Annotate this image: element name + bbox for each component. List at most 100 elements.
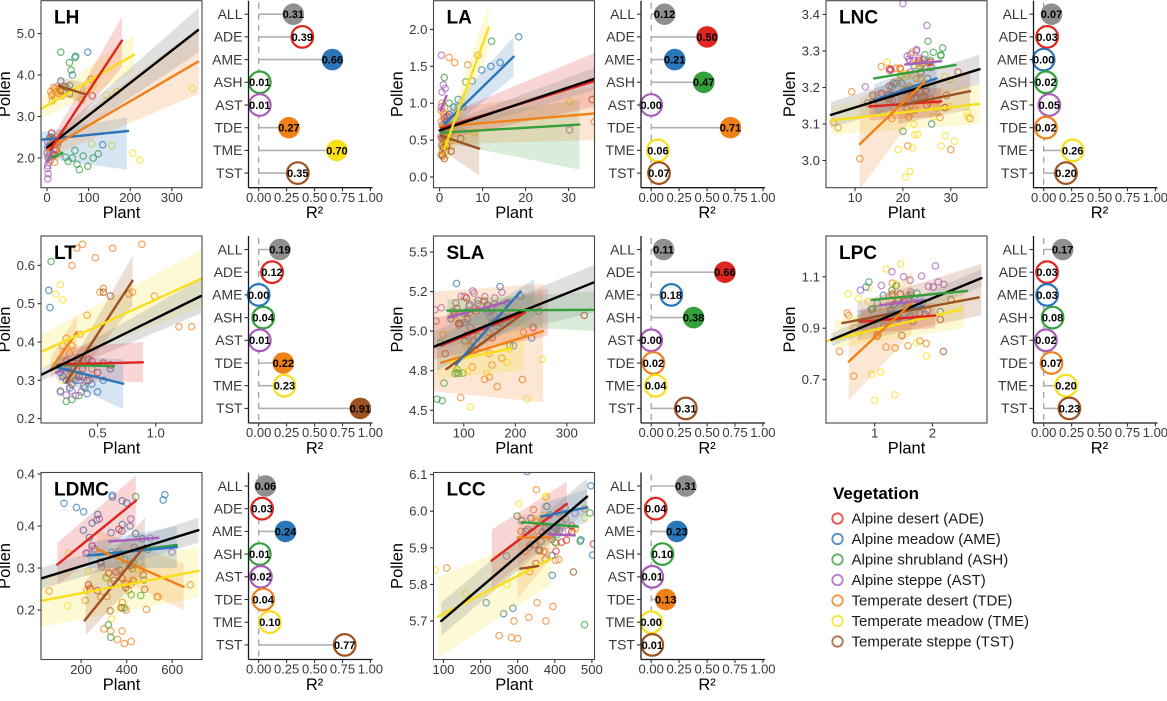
svg-text:300: 300: [161, 190, 183, 205]
svg-text:Pollen: Pollen: [0, 307, 14, 353]
svg-text:Temperate meadow (TME): Temperate meadow (TME): [852, 613, 1030, 630]
svg-text:TME: TME: [998, 378, 1028, 394]
svg-text:0.03: 0.03: [1036, 290, 1057, 302]
svg-text:5.0: 5.0: [17, 26, 35, 41]
svg-text:AME: AME: [605, 51, 635, 67]
svg-text:0.24: 0.24: [275, 526, 297, 538]
svg-text:ASH: ASH: [606, 546, 635, 562]
svg-text:100: 100: [78, 190, 100, 205]
svg-text:0.07: 0.07: [648, 168, 669, 180]
svg-text:1.00: 1.00: [358, 425, 383, 440]
svg-text:400: 400: [116, 662, 138, 677]
svg-text:0.2: 0.2: [17, 603, 35, 618]
svg-text:0.06: 0.06: [647, 145, 668, 157]
svg-text:TME: TME: [998, 142, 1028, 158]
svg-text:Alpine shrubland (ASH): Alpine shrubland (ASH): [852, 552, 1009, 569]
svg-text:AME: AME: [997, 51, 1027, 67]
svg-text:AME: AME: [212, 523, 242, 539]
svg-text:0.02: 0.02: [1035, 123, 1056, 135]
svg-text:Pollen: Pollen: [389, 543, 407, 589]
svg-text:ASH: ASH: [999, 309, 1028, 325]
svg-text:R²: R²: [698, 440, 716, 458]
svg-text:3.0: 3.0: [17, 109, 35, 124]
svg-text:300: 300: [507, 662, 529, 677]
svg-text:0.22: 0.22: [273, 358, 294, 370]
svg-text:TST: TST: [216, 400, 243, 416]
svg-text:TDE: TDE: [607, 591, 635, 607]
svg-text:0.03: 0.03: [251, 504, 272, 516]
svg-text:5.7: 5.7: [409, 614, 427, 629]
svg-text:0.00: 0.00: [640, 335, 661, 347]
svg-text:0.75: 0.75: [330, 190, 355, 205]
svg-text:ALL: ALL: [218, 478, 243, 494]
svg-text:5.0: 5.0: [409, 324, 427, 339]
svg-text:0.04: 0.04: [645, 504, 667, 516]
svg-text:TST: TST: [609, 400, 636, 416]
svg-text:0.08: 0.08: [1042, 313, 1063, 325]
svg-text:ALL: ALL: [218, 241, 243, 257]
svg-text:10: 10: [475, 190, 490, 205]
svg-text:4.5: 4.5: [409, 403, 427, 418]
svg-text:0.13: 0.13: [655, 594, 676, 606]
svg-text:LNC: LNC: [839, 8, 878, 29]
svg-text:AST: AST: [608, 569, 636, 585]
svg-text:0.25: 0.25: [274, 190, 299, 205]
svg-text:0.02: 0.02: [643, 358, 664, 370]
svg-text:Plant: Plant: [888, 204, 926, 222]
svg-text:1.0: 1.0: [147, 426, 165, 441]
svg-text:AST: AST: [215, 332, 243, 348]
svg-text:0.02: 0.02: [1035, 335, 1056, 347]
svg-text:200: 200: [470, 662, 492, 677]
svg-text:Pollen: Pollen: [0, 71, 14, 117]
svg-text:R²: R²: [698, 676, 716, 694]
svg-text:TST: TST: [216, 637, 243, 653]
svg-text:0.31: 0.31: [283, 9, 304, 21]
svg-text:0.77: 0.77: [334, 640, 355, 652]
svg-text:0.50: 0.50: [302, 425, 327, 440]
svg-text:LDMC: LDMC: [54, 480, 109, 501]
svg-text:AST: AST: [215, 569, 243, 585]
svg-text:200: 200: [119, 190, 141, 205]
svg-text:R²: R²: [1091, 440, 1109, 458]
svg-text:0.00: 0.00: [1031, 190, 1056, 205]
svg-text:0.50: 0.50: [302, 662, 327, 677]
svg-text:0.38: 0.38: [683, 313, 704, 325]
svg-text:0.2: 0.2: [17, 411, 35, 426]
svg-text:TDE: TDE: [215, 120, 243, 136]
svg-text:0.0: 0.0: [409, 170, 427, 185]
svg-text:0.01: 0.01: [249, 77, 270, 89]
svg-text:TDE: TDE: [215, 355, 243, 371]
svg-text:AME: AME: [605, 287, 635, 303]
svg-text:AME: AME: [605, 523, 635, 539]
svg-text:0.23: 0.23: [274, 381, 295, 393]
svg-text:6.0: 6.0: [409, 504, 427, 519]
svg-text:TME: TME: [213, 378, 243, 394]
svg-text:TME: TME: [213, 142, 243, 158]
svg-text:0.71: 0.71: [720, 123, 741, 135]
svg-text:0.00: 0.00: [639, 425, 664, 440]
svg-text:Temperate desert (TDE): Temperate desert (TDE): [852, 593, 1013, 610]
svg-text:0.5: 0.5: [88, 426, 106, 441]
svg-text:2.0: 2.0: [409, 22, 427, 37]
svg-text:0.35: 0.35: [287, 168, 308, 180]
svg-text:0.23: 0.23: [1059, 403, 1080, 415]
svg-text:Plant: Plant: [103, 204, 141, 222]
svg-text:TME: TME: [605, 614, 635, 630]
svg-text:0.70: 0.70: [326, 145, 347, 157]
svg-text:3.0: 3.0: [802, 153, 820, 168]
svg-text:AME: AME: [997, 287, 1027, 303]
svg-text:0.02: 0.02: [250, 572, 271, 584]
svg-text:Pollen: Pollen: [389, 307, 407, 353]
svg-text:0.66: 0.66: [322, 55, 343, 67]
svg-text:LCC: LCC: [447, 480, 486, 501]
svg-text:Plant: Plant: [495, 204, 533, 222]
svg-text:Pollen: Pollen: [781, 307, 799, 353]
svg-text:ALL: ALL: [610, 6, 635, 22]
svg-text:AME: AME: [212, 51, 242, 67]
svg-text:30: 30: [943, 190, 958, 205]
svg-text:2: 2: [929, 426, 936, 441]
svg-text:AST: AST: [1000, 97, 1028, 113]
svg-text:1.00: 1.00: [358, 662, 383, 677]
svg-text:0.25: 0.25: [1059, 190, 1084, 205]
svg-text:0.3: 0.3: [17, 561, 35, 576]
